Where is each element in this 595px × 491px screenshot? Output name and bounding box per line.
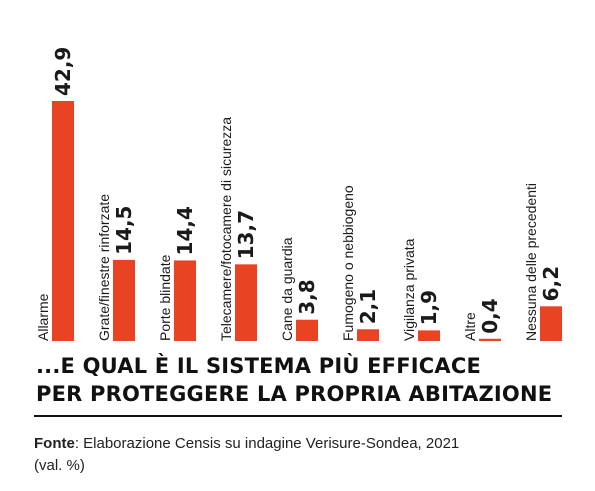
value-label-4: 13,7: [234, 210, 258, 259]
divider: [34, 415, 562, 417]
category-label-4: Telecamere/fotocamere di sicurezza: [218, 117, 234, 341]
chart-headline-line-2: PER PROTEGGERE LA PROPRIA ABITAZIONE: [36, 382, 553, 406]
bar-6: [357, 329, 379, 341]
value-label-1: 42,9: [51, 47, 75, 96]
value-label-8: 0,4: [478, 298, 502, 333]
value-label-6: 2,1: [356, 289, 380, 324]
category-label-7: Vigilanza privata: [401, 238, 417, 341]
unit-note: (val. %): [34, 457, 85, 474]
category-label-3: Porte blindate: [157, 254, 173, 341]
source-label: Fonte: [34, 435, 75, 452]
bar-7: [418, 330, 440, 341]
bar-8: [479, 338, 501, 341]
value-label-5: 3,8: [295, 279, 319, 314]
bar-4: [235, 264, 257, 341]
category-label-1: Allarme: [35, 293, 51, 341]
value-label-9: 6,2: [539, 266, 563, 301]
value-label-7: 1,9: [417, 290, 441, 325]
category-label-2: Grate/finestre rinforzate: [96, 194, 112, 341]
category-label-5: Cane da guardia: [279, 237, 295, 341]
chart-headline-line-1: ...E QUAL È IL SISTEMA PIÙ EFFICACE: [36, 354, 481, 378]
bar-5: [296, 319, 318, 341]
bar-9: [540, 306, 562, 341]
category-label-8: Altre: [462, 312, 478, 341]
bar-3: [174, 260, 196, 341]
category-label-6: Fumogeno o nebbiogeno: [340, 185, 356, 341]
category-label-9: Nessuna delle precedenti: [523, 183, 539, 341]
bar-1: [52, 101, 74, 341]
value-label-2: 14,5: [112, 206, 136, 255]
source-note: Fonte: Elaborazione Censis su indagine V…: [34, 433, 574, 477]
bar-2: [113, 259, 135, 341]
source-text: : Elaborazione Censis su indagine Verisu…: [74, 435, 460, 452]
value-label-3: 14,4: [173, 206, 197, 255]
